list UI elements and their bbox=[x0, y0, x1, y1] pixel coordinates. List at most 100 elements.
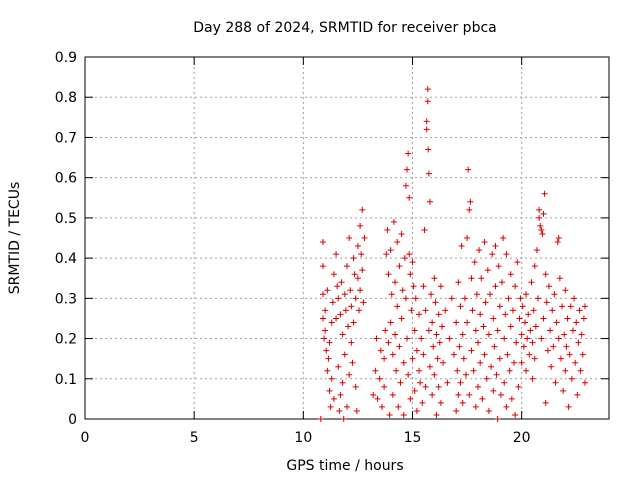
data-point bbox=[521, 319, 528, 326]
data-point bbox=[389, 351, 396, 358]
data-point bbox=[390, 218, 397, 225]
data-point bbox=[344, 263, 350, 270]
data-point bbox=[475, 383, 481, 390]
data-point bbox=[538, 226, 545, 233]
data-point bbox=[528, 279, 535, 286]
data-point bbox=[464, 319, 471, 326]
data-point bbox=[319, 239, 326, 246]
data-point bbox=[382, 327, 389, 334]
data-point bbox=[404, 335, 411, 342]
data-point bbox=[432, 299, 439, 306]
data-point bbox=[339, 379, 346, 386]
data-point bbox=[321, 335, 328, 342]
data-point bbox=[455, 391, 462, 398]
data-point bbox=[330, 395, 337, 402]
data-point bbox=[490, 387, 497, 394]
data-point bbox=[481, 239, 488, 246]
data-point bbox=[517, 295, 524, 302]
y-tick-label: 0.1 bbox=[55, 372, 77, 388]
data-point bbox=[430, 343, 437, 350]
data-point bbox=[413, 347, 420, 354]
data-point bbox=[402, 182, 409, 189]
data-point bbox=[370, 391, 377, 398]
data-point bbox=[373, 335, 380, 342]
data-point bbox=[381, 383, 388, 390]
data-point bbox=[576, 307, 583, 314]
data-point bbox=[400, 411, 407, 418]
data-point bbox=[378, 403, 385, 410]
data-point bbox=[539, 230, 546, 237]
data-point bbox=[336, 407, 343, 414]
data-point bbox=[457, 379, 464, 386]
data-point bbox=[562, 287, 569, 294]
data-point bbox=[442, 307, 449, 314]
data-point bbox=[540, 210, 547, 217]
data-point bbox=[542, 271, 549, 278]
y-tick-label: 0.6 bbox=[55, 171, 77, 187]
data-point bbox=[341, 351, 348, 358]
data-point bbox=[565, 403, 572, 410]
plot-frame bbox=[84, 56, 610, 420]
data-point bbox=[461, 295, 468, 302]
data-point bbox=[504, 351, 511, 358]
data-point bbox=[523, 291, 530, 298]
data-point bbox=[579, 351, 586, 358]
data-point bbox=[411, 327, 418, 334]
data-point bbox=[358, 251, 365, 258]
data-point bbox=[346, 235, 353, 241]
data-point bbox=[359, 267, 366, 274]
data-point bbox=[525, 311, 532, 318]
y-tick-label: 0 bbox=[68, 412, 77, 428]
data-point bbox=[326, 387, 333, 394]
data-point bbox=[433, 331, 440, 338]
data-point bbox=[377, 347, 384, 354]
y-tick-label: 0.2 bbox=[55, 332, 77, 348]
data-point bbox=[357, 287, 364, 294]
data-point bbox=[329, 299, 336, 306]
data-point bbox=[453, 407, 460, 414]
data-point bbox=[417, 379, 424, 386]
data-point bbox=[416, 311, 423, 318]
data-point bbox=[328, 375, 335, 382]
data-point bbox=[484, 267, 491, 274]
data-point bbox=[446, 335, 453, 342]
data-point bbox=[479, 395, 486, 402]
data-point bbox=[537, 222, 544, 229]
data-point bbox=[501, 335, 508, 342]
x-tick-label: 15 bbox=[404, 430, 422, 446]
data-point bbox=[496, 303, 503, 310]
y-tick-label: 0.3 bbox=[55, 291, 77, 307]
data-point bbox=[413, 407, 420, 414]
data-point bbox=[398, 230, 405, 237]
data-point bbox=[515, 383, 522, 390]
data-point bbox=[425, 170, 432, 177]
data-point bbox=[541, 190, 548, 197]
data-point bbox=[424, 86, 431, 93]
data-point bbox=[574, 391, 581, 398]
data-point bbox=[348, 303, 355, 310]
data-point bbox=[325, 355, 332, 362]
data-point bbox=[354, 243, 361, 250]
data-point bbox=[514, 259, 521, 266]
data-point bbox=[423, 126, 430, 133]
data-point bbox=[399, 287, 406, 294]
data-point bbox=[572, 359, 579, 366]
data-point bbox=[468, 275, 475, 282]
data-point bbox=[346, 371, 353, 378]
data-point bbox=[426, 198, 433, 205]
data-point bbox=[411, 387, 418, 394]
data-point bbox=[554, 239, 561, 246]
data-point bbox=[490, 315, 497, 322]
data-point bbox=[466, 391, 473, 398]
data-point bbox=[337, 311, 344, 318]
data-point bbox=[548, 363, 555, 370]
data-point bbox=[532, 323, 539, 330]
data-point bbox=[435, 311, 442, 318]
data-point bbox=[478, 275, 485, 282]
data-point bbox=[350, 255, 357, 262]
data-point bbox=[493, 371, 500, 378]
data-point bbox=[485, 331, 492, 338]
data-point bbox=[529, 339, 536, 346]
data-point bbox=[409, 355, 416, 362]
